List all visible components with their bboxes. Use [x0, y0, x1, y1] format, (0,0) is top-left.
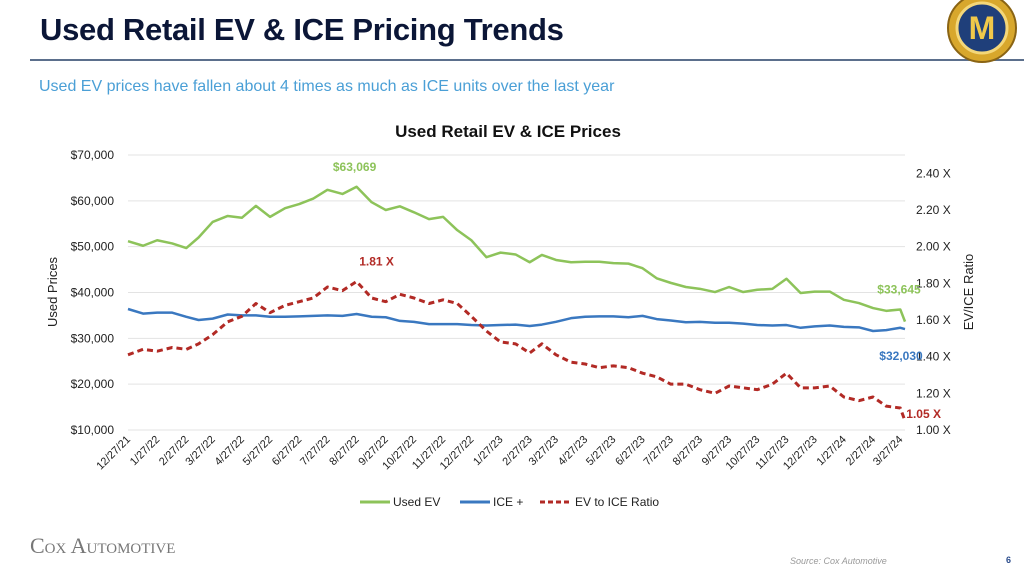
x-tick-label: 7/27/23 [641, 434, 675, 468]
y-tick-label: $50,000 [71, 240, 115, 254]
x-tick-label: 7/27/22 [298, 434, 332, 468]
x-tick-label: 5/27/22 [241, 434, 275, 468]
y2-axis-label: EV/ICE Ratio [961, 254, 976, 331]
svg-text:M: M [969, 10, 996, 46]
cox-automotive-logo: Cox Automotive [30, 533, 176, 558]
source-note: Source: Cox Automotive [790, 556, 887, 566]
y-tick-label: $30,000 [71, 331, 115, 345]
x-tick-label: 4/27/23 [556, 434, 590, 468]
x-tick-label: 6/27/23 [613, 434, 647, 468]
y2-tick-label: 2.00 X [916, 240, 951, 254]
data-label: 1.81 X [359, 255, 394, 269]
legend-label-ratio: EV to ICE Ratio [575, 495, 659, 509]
y-tick-label: $10,000 [71, 423, 115, 437]
x-tick-label: 12/27/21 [94, 434, 133, 473]
y2-tick-label: 1.40 X [916, 350, 951, 364]
page-title: Used Retail EV & ICE Pricing Trends [40, 12, 564, 47]
y-tick-label: $40,000 [71, 286, 115, 300]
x-tick-label: 8/27/23 [671, 434, 705, 468]
y2-tick-label: 1.00 X [916, 423, 951, 437]
series-line-ev-ice-ratio [127, 280, 907, 422]
series-line-ice [127, 307, 906, 333]
page-subtitle: Used EV prices have fallen about 4 times… [39, 78, 615, 95]
y2-tick-label: 1.60 X [916, 313, 951, 327]
y-tick-label: $60,000 [71, 194, 115, 208]
data-label: $33,645 [877, 283, 921, 297]
x-tick-label: 6/27/22 [270, 434, 304, 468]
x-tick-label: 3/27/22 [183, 434, 217, 468]
x-tick-label: 3/27/24 [871, 434, 905, 468]
data-label: 1.05 X [906, 407, 941, 421]
data-label: $32,030 [879, 349, 923, 363]
x-tick-label: 4/27/22 [213, 434, 247, 468]
y-tick-label: $70,000 [71, 148, 115, 162]
x-tick-label: 8/27/22 [327, 434, 361, 468]
x-tick-label: 1/27/23 [471, 434, 505, 468]
page-number: 6 [1006, 555, 1012, 565]
x-tick-label: 1/27/24 [815, 434, 849, 468]
legend-label-ev: Used EV [393, 495, 440, 509]
x-tick-label: 5/27/23 [584, 434, 618, 468]
legend: Used EV ICE + EV to ICE Ratio [360, 495, 659, 509]
manheim-logo: M [947, 0, 1017, 63]
y-tick-label: $20,000 [71, 377, 115, 391]
x-tick-label: 1/27/22 [128, 434, 162, 468]
y2-tick-label: 1.80 X [916, 276, 951, 290]
x-tick-label: 3/27/23 [527, 434, 561, 468]
y2-tick-label: 2.20 X [916, 203, 951, 217]
title-divider [30, 59, 1024, 61]
chart-title: Used Retail EV & ICE Prices [395, 122, 621, 141]
series-line-used-ev [127, 185, 907, 323]
y2-tick-label: 1.20 X [916, 386, 951, 400]
data-label: $63,069 [333, 160, 377, 174]
legend-label-ice: ICE + [493, 495, 523, 509]
y-axis-label: Used Prices [45, 256, 60, 327]
y2-tick-label: 2.40 X [916, 166, 951, 180]
